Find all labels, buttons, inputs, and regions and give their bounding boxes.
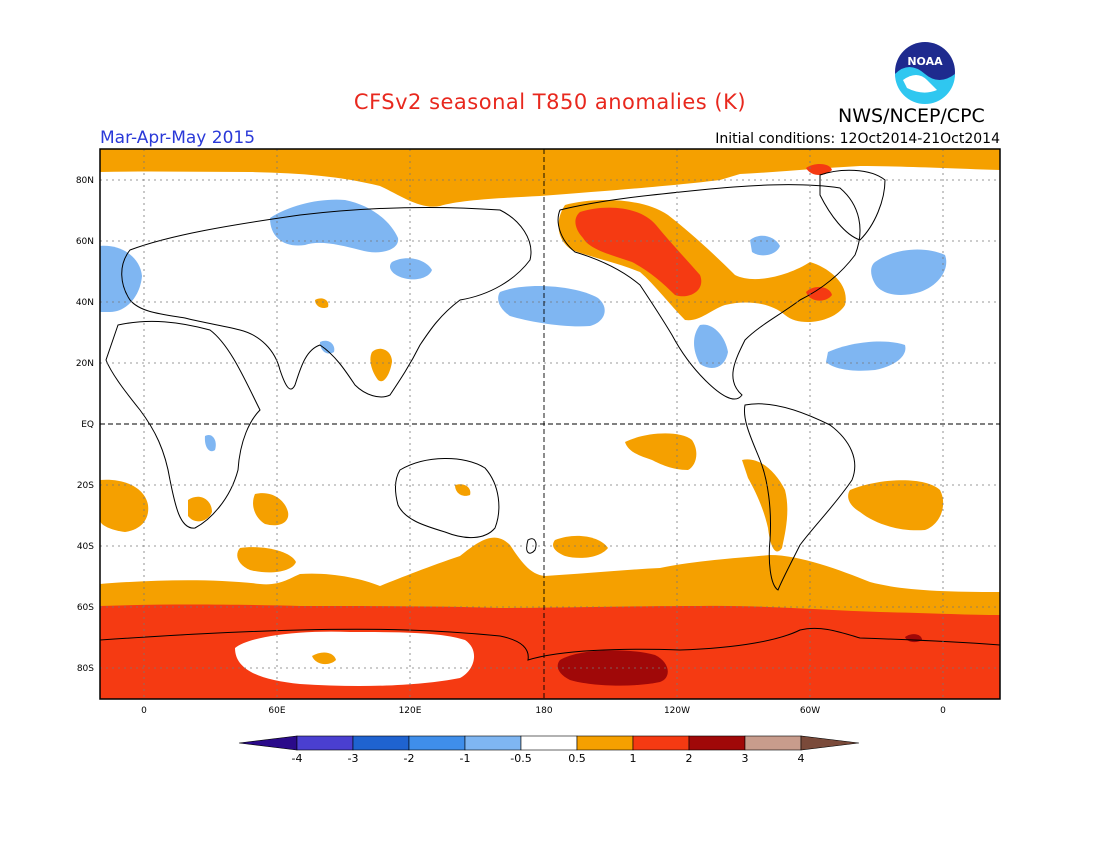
cold-anomaly-mexico [694, 324, 728, 368]
warm-anomaly-sw-indian [188, 496, 212, 522]
warm-anomaly-east-pacific [625, 433, 697, 470]
warm-anomaly-east-antarctica-inner [312, 652, 336, 665]
warm-anomaly-w-africa-coast [100, 479, 149, 532]
gridlines [100, 149, 1000, 699]
coastline-eurasia [121, 207, 532, 398]
warm-anomaly-arctic [100, 149, 1000, 207]
warm-anomaly-australia-west [455, 484, 471, 496]
colorbar-bin [520, 735, 578, 751]
colorbar-bin [744, 735, 802, 751]
agency-label: NWS/NCEP/CPC [838, 105, 985, 127]
lon-label: 0 [141, 706, 147, 716]
lon-label: 0 [940, 706, 946, 716]
lat-label: 80N [76, 176, 94, 186]
colorbar-bin [632, 735, 690, 751]
colorbar-label: -2 [404, 752, 415, 765]
coastline-south-america [743, 403, 856, 591]
warm-anomaly-s-pacific-40s [553, 535, 608, 558]
warm-anomaly-south-atlantic-40s [237, 547, 296, 573]
coastline-north-america [557, 184, 861, 400]
plot-title: CFSv2 seasonal T850 anomalies (K) [353, 90, 747, 114]
latitude-axis: 80N 60N 40N 20N EQ 20S 40S 60S 80S [76, 176, 94, 674]
noaa-logo-text: NOAA [907, 55, 943, 68]
warm-anomaly-china [370, 348, 392, 382]
warm-anomaly-tibet [315, 298, 329, 309]
colorbar-bin [576, 735, 634, 751]
coastline-antarctica [100, 627, 1000, 661]
lat-label: 60N [76, 237, 94, 247]
colorbar-label: 3 [742, 752, 749, 765]
noaa-logo: NOAA [895, 42, 955, 104]
colorbar-label: -4 [292, 752, 303, 765]
colorbar-bin [464, 735, 522, 751]
coastline-new-zealand [526, 538, 537, 554]
season-label: Mar-Apr-May 2015 [100, 128, 256, 148]
cold-anomaly-india [320, 340, 335, 354]
colorbar-label: -0.5 [510, 752, 531, 765]
lon-label: 120E [399, 706, 422, 716]
colorbar-label: 2 [686, 752, 693, 765]
colorbar-bin [352, 735, 410, 751]
coastline-greenland [819, 169, 886, 241]
colorbar-label: 1 [630, 752, 637, 765]
colorbar-arrow-high [800, 735, 860, 751]
cold-anomaly-east-africa [204, 434, 216, 452]
neutral-east-antarctica [235, 631, 475, 686]
lat-label: 20S [77, 481, 94, 491]
coastline-australia [395, 458, 500, 538]
colorbar-label: -1 [460, 752, 471, 765]
colorbar-bin [688, 735, 746, 751]
map-frame [99, 148, 1001, 700]
cold-anomaly-north-atlantic [871, 249, 947, 295]
lon-label: 120W [664, 706, 690, 716]
longitude-axis: 0 60E 120E 180 120W 60W 0 [141, 706, 946, 716]
warm-anomaly-indian-ocean [253, 493, 289, 526]
warm-anomaly-s-america-west [742, 459, 788, 552]
colorbar-bin [408, 735, 466, 751]
lat-label: EQ [81, 420, 94, 430]
lon-label: 180 [535, 706, 552, 716]
cold-anomaly-central-atlantic [826, 341, 906, 371]
cold-anomaly-siberia-east [390, 258, 432, 280]
colorbar-bin [296, 735, 354, 751]
warm-anomaly-antarctic-strong [100, 604, 1000, 699]
colorbar-label: 4 [798, 752, 805, 765]
lat-label: 40S [77, 542, 94, 552]
colorbar-label: -3 [348, 752, 359, 765]
initial-conditions-label: Initial conditions: 12Oct2014-21Oct2014 [715, 131, 1000, 147]
cold-anomaly-north-pacific [498, 286, 605, 327]
lat-label: 60S [77, 603, 94, 613]
warm-anomaly-arctic-strong [806, 164, 832, 175]
lat-label: 80S [77, 664, 94, 674]
warm-anomaly-s-atlantic [848, 480, 944, 531]
warm-anomaly-nova-scotia-strong [806, 286, 832, 301]
warm-anomaly-antarctic-very-strong [557, 650, 668, 686]
colorbar-arrow-low [238, 735, 298, 751]
colorbar-label: 0.5 [568, 752, 586, 765]
warm-anomaly-alaska-strong [575, 207, 702, 297]
colorbar: -4 -3 -2 -1 -0.5 0.5 1 2 3 4 [238, 735, 860, 765]
reference-lines [100, 149, 1000, 699]
lon-label: 60E [268, 706, 285, 716]
coastlines [100, 169, 1000, 661]
lat-label: 20N [76, 359, 94, 369]
cold-anomaly-europe [100, 245, 142, 312]
coastline-africa [105, 320, 261, 529]
lon-label: 60W [800, 706, 820, 716]
cold-anomaly-siberia [270, 199, 399, 253]
lat-label: 40N [76, 298, 94, 308]
